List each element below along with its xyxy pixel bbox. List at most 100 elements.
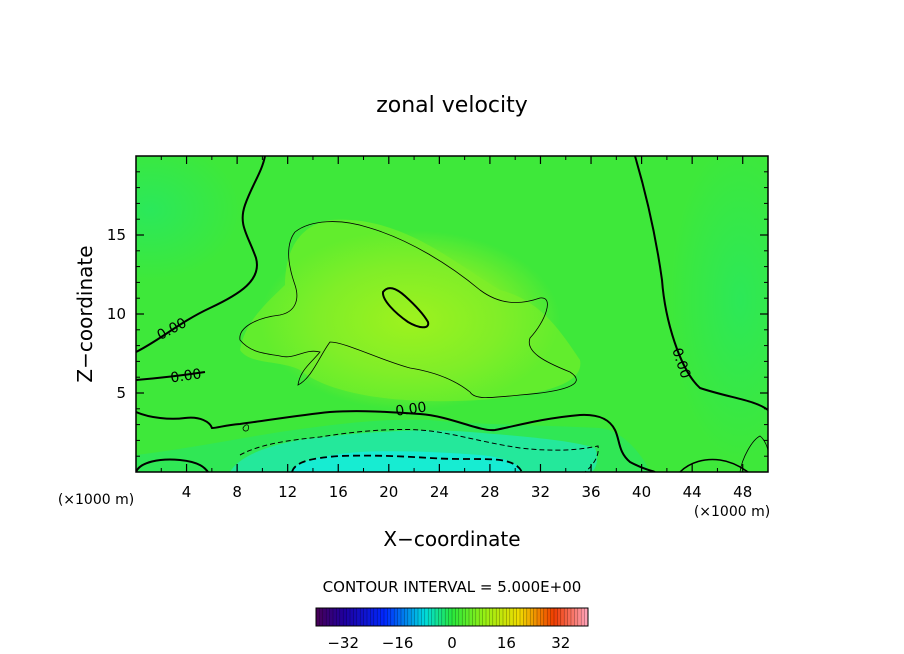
x-unit-right: (×1000 m) bbox=[694, 504, 770, 520]
contour-interval-text: CONTOUR INTERVAL = 5.000E+00 bbox=[323, 578, 582, 596]
colorbar-cell bbox=[329, 608, 334, 626]
y-axis-label: Z−coordinate bbox=[73, 245, 97, 382]
x-axis-ticks: 4 8 12 16 20 24 28 32 36 40 44 48 bbox=[160, 156, 752, 501]
y-tick-label: 10 bbox=[107, 305, 126, 323]
x-tick-label: 20 bbox=[379, 483, 398, 501]
colorbar-cell bbox=[363, 608, 368, 626]
colorbar-cell bbox=[418, 608, 422, 626]
colorbar-cell bbox=[581, 608, 586, 626]
plot-area: 0.000.000.000.00 bbox=[136, 156, 768, 472]
x-tick-label: 32 bbox=[531, 483, 550, 501]
colorbar-cell bbox=[506, 608, 511, 626]
colorbar-tick-label: 0 bbox=[447, 634, 457, 652]
colorbar-tick-label: 32 bbox=[551, 634, 570, 652]
x-tick-label: 40 bbox=[632, 483, 651, 501]
colorbar-cell bbox=[319, 608, 324, 626]
colorbar-cell bbox=[414, 608, 419, 626]
colorbar-cell bbox=[438, 608, 443, 626]
colorbar-cell bbox=[390, 608, 395, 626]
colorbar-cell bbox=[503, 608, 507, 626]
colorbar-cell bbox=[509, 608, 514, 626]
colorbar-cell bbox=[537, 608, 541, 626]
colorbar-cell bbox=[377, 608, 382, 626]
colorbar bbox=[315, 607, 589, 627]
x-tick-label: 28 bbox=[480, 483, 499, 501]
contour-lines bbox=[136, 156, 768, 472]
colorbar-cell bbox=[448, 608, 453, 626]
colorbar-cell bbox=[356, 608, 361, 626]
y-tick-label: 5 bbox=[116, 384, 126, 402]
x-tick-label: 36 bbox=[581, 483, 600, 501]
colorbar-cell bbox=[336, 608, 341, 626]
colorbar-cell bbox=[316, 608, 320, 626]
colorbar-cell bbox=[346, 608, 351, 626]
colorbar-cell bbox=[339, 608, 344, 626]
x-tick-label: 4 bbox=[182, 483, 192, 501]
small-contour-left bbox=[242, 424, 249, 432]
colorbar-tick-label: −16 bbox=[382, 634, 414, 652]
x-tick-label: 24 bbox=[430, 483, 449, 501]
colorbar-cell bbox=[397, 608, 402, 626]
colorbar-cell bbox=[455, 608, 460, 626]
colorbar-cell bbox=[550, 608, 555, 626]
negative-contour-5 bbox=[239, 428, 599, 472]
jet-core-contour bbox=[382, 287, 430, 329]
colorbar-cell bbox=[384, 608, 388, 626]
zero-contour-upper-left bbox=[136, 156, 266, 353]
contour-label: 0.00 bbox=[394, 399, 427, 419]
colorbar-cell bbox=[540, 608, 545, 626]
x-tick-label: 44 bbox=[683, 483, 702, 501]
colorbar-cell bbox=[469, 608, 473, 626]
colorbar-cell bbox=[520, 608, 524, 626]
colorbar-cell bbox=[350, 608, 354, 626]
small-contour-right bbox=[739, 435, 768, 472]
colorbar-cell bbox=[370, 608, 375, 626]
colorbar-tick-label: 16 bbox=[497, 634, 516, 652]
colorbar-cell bbox=[380, 608, 385, 626]
colorbar-cell bbox=[441, 608, 446, 626]
negative-contour-10 bbox=[291, 454, 523, 472]
colorbar-cell bbox=[452, 608, 456, 626]
field-left-top-zone bbox=[136, 156, 240, 280]
colorbar-cell bbox=[353, 608, 358, 626]
colorbar-cell bbox=[557, 608, 562, 626]
colorbar-cell bbox=[404, 608, 409, 626]
colorbar-cell bbox=[554, 608, 558, 626]
colorbar-cell bbox=[394, 608, 399, 626]
colorbar-cell bbox=[496, 608, 501, 626]
colorbar-cell bbox=[322, 608, 327, 626]
colorbar-cell bbox=[564, 608, 569, 626]
colorbar-cell bbox=[462, 608, 467, 626]
y-axis-ticks: 5 10 15 bbox=[107, 171, 768, 457]
colorbar-cell bbox=[445, 608, 450, 626]
zero-contour-bottom-right bbox=[679, 458, 749, 472]
colorbar-tick-label: −32 bbox=[327, 634, 359, 652]
colorbar-cell bbox=[401, 608, 405, 626]
y-tick-label: 15 bbox=[107, 226, 126, 244]
colorbar-cell bbox=[530, 608, 535, 626]
colorbar-cell bbox=[492, 608, 497, 626]
x-unit-left: (×1000 m) bbox=[58, 492, 134, 508]
colorbar-cell bbox=[326, 608, 331, 626]
colorbar-cell bbox=[407, 608, 412, 626]
colorbar-cell bbox=[499, 608, 504, 626]
colorbar-cell bbox=[435, 608, 439, 626]
colorbar-cell bbox=[543, 608, 548, 626]
field-right-zone bbox=[670, 156, 768, 460]
field-jet-core bbox=[260, 230, 560, 410]
colorbar-cell bbox=[482, 608, 487, 626]
zero-contour-bottom-left bbox=[136, 458, 209, 472]
colorbar-cell bbox=[574, 608, 579, 626]
x-axis-label: X−coordinate bbox=[383, 527, 520, 551]
colorbar-cell bbox=[516, 608, 521, 626]
x-tick-label: 48 bbox=[733, 483, 752, 501]
colorbar-cell bbox=[533, 608, 538, 626]
zero-contour-right bbox=[634, 156, 768, 411]
colorbar-cell bbox=[486, 608, 490, 626]
contour-label: 0.00 bbox=[169, 366, 202, 386]
colorbar-cell bbox=[360, 608, 365, 626]
colorbar-cell bbox=[333, 608, 337, 626]
chart-title: zonal velocity bbox=[376, 93, 528, 118]
colorbar-cell bbox=[343, 608, 348, 626]
